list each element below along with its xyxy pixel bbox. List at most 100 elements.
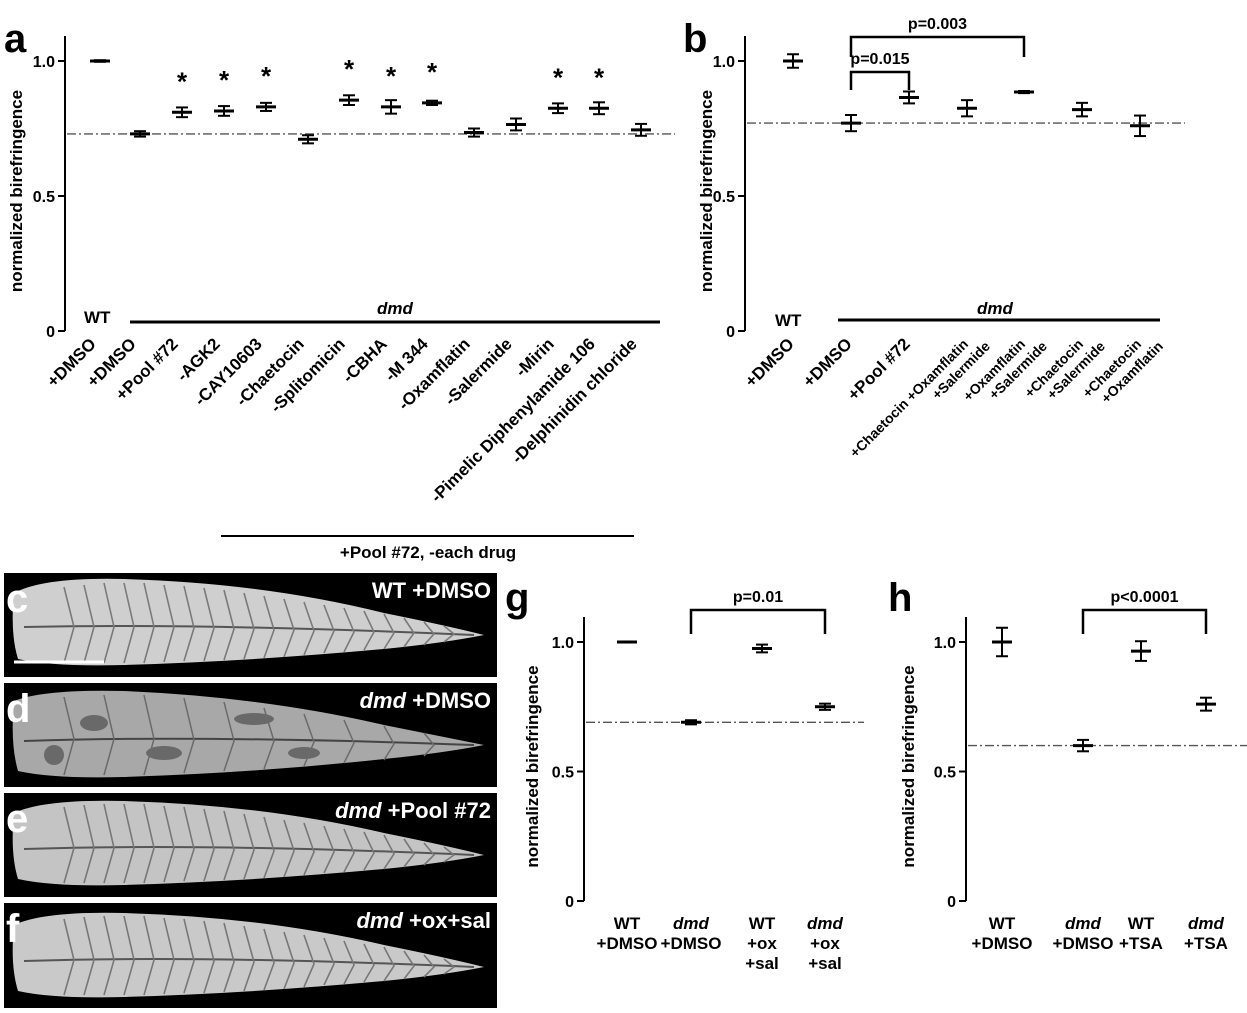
y-tick-label-a-0: 0 xyxy=(46,324,55,341)
category-label-line-g-1-0: dmd xyxy=(673,914,710,933)
y-tick-label-h-2: 1.0 xyxy=(934,635,956,652)
p-value-label-h-0: p<0.0001 xyxy=(1110,589,1178,606)
y-tick-label-b-1: 0.5 xyxy=(713,189,735,206)
category-label-line-h-1-0: dmd xyxy=(1065,914,1102,933)
image-e-treatment: +Pool #72 xyxy=(382,798,491,823)
larva-image-f xyxy=(12,912,485,998)
category-label-b-1: +DMSO xyxy=(799,334,856,391)
category-label-h-3: dmd +TSA xyxy=(1184,914,1228,953)
category-label-line-g-3-0: dmd xyxy=(807,914,844,933)
larva-image-e xyxy=(12,800,485,886)
image-f-genotype: dmd xyxy=(356,908,403,933)
category-label-g-2: WT +ox +sal xyxy=(745,914,779,973)
category-label-line-h-2-1: +TSA xyxy=(1119,934,1163,953)
panel-letter-d: d xyxy=(6,687,30,731)
image-d-genotype: dmd xyxy=(360,688,407,713)
significance-star-a-8: * xyxy=(427,57,438,87)
panel-letter-g: g xyxy=(505,576,529,620)
image-panel-f: f dmd +ox+sal xyxy=(4,903,497,1008)
category-label-line-h-1-1: +DMSO xyxy=(1053,934,1114,953)
category-label-b-0: +DMSO xyxy=(741,334,798,391)
chart-b: 0 0.5 1.0 normalized birefringence p=0.015 p=… xyxy=(697,16,1185,461)
image-e-label: dmd +Pool #72 xyxy=(335,798,491,823)
p-bracket-b-1 xyxy=(849,35,1026,57)
category-label-b-4: +Oxamflatin+Salermide xyxy=(960,326,1050,416)
y-tick-label-a-2: 1.0 xyxy=(33,54,55,71)
image-e-genotype: dmd xyxy=(335,798,382,823)
significance-star-a-3: * xyxy=(219,65,230,95)
category-label-line-b-1-0: +DMSO xyxy=(799,334,856,391)
significance-star-a-11: * xyxy=(553,62,564,92)
category-label-line-h-3-1: +TSA xyxy=(1184,934,1228,953)
category-label-g-1: dmd +DMSO xyxy=(661,914,722,953)
y-tick-label-g-1: 0.5 xyxy=(552,765,574,782)
image-f-treatment: +ox+sal xyxy=(403,908,491,933)
y-axis-label-a: normalized birefringence xyxy=(7,90,26,292)
image-panel-c: c WT +DMSO xyxy=(4,573,497,677)
category-label-h-2: WT +TSA xyxy=(1119,914,1163,953)
category-label-line-h-0-1: +DMSO xyxy=(972,934,1033,953)
category-label-g-3: dmd +ox +sal xyxy=(807,914,844,973)
panel-b-wt-label: WT xyxy=(775,311,802,330)
category-label-line-g-0-1: +DMSO xyxy=(597,934,658,953)
panel-b-dmd-label: dmd xyxy=(977,299,1014,318)
panel-letter-b: b xyxy=(683,17,707,61)
category-label-line-h-3-0: dmd xyxy=(1188,914,1225,933)
significance-star-a-12: * xyxy=(594,62,605,92)
image-c-treatment: WT +DMSO xyxy=(372,578,491,603)
y-tick-label-g-0: 0 xyxy=(565,894,574,911)
panel-letter-f: f xyxy=(6,907,20,951)
y-tick-label-b-2: 1.0 xyxy=(713,54,735,71)
p-bracket-b-0 xyxy=(849,70,911,90)
category-label-line-g-3-1: +ox xyxy=(810,934,840,953)
significance-star-a-4: * xyxy=(261,61,272,91)
image-c-label: WT +DMSO xyxy=(372,578,491,603)
y-axis-label-g: normalized birefringence xyxy=(523,665,542,867)
significance-star-a-7: * xyxy=(386,61,397,91)
larva-image-c xyxy=(12,578,485,666)
p-bracket-g-0 xyxy=(689,608,827,634)
image-panel-e: e dmd +Pool #72 xyxy=(4,793,497,897)
significance-star-a-2: * xyxy=(177,66,188,96)
p-bracket-h-0 xyxy=(1081,608,1208,634)
image-panel-d: d dmd +DMSO xyxy=(4,683,497,787)
p-value-label-b-0: p=0.015 xyxy=(850,51,909,68)
category-label-line-g-0-0: WT xyxy=(614,914,641,933)
category-label-line-b-3-0: +Chaetocin +Oxamflatin xyxy=(846,336,971,461)
category-label-line-g-2-2: +sal xyxy=(745,954,779,973)
image-d-treatment: +DMSO xyxy=(406,688,491,713)
y-tick-label-b-0: 0 xyxy=(726,324,735,341)
category-label-b-5: +Chaetocin+Salermide xyxy=(1021,326,1108,413)
panel-a-bottom-group-label: +Pool #72, -each drug xyxy=(340,543,516,562)
category-label-h-1: dmd +DMSO xyxy=(1053,914,1114,953)
y-tick-label-g-2: 1.0 xyxy=(552,635,574,652)
category-label-h-0: WT +DMSO xyxy=(972,914,1033,953)
category-label-a-7: -CBHA xyxy=(339,334,391,386)
panel-a-dmd-label: dmd xyxy=(377,299,414,318)
category-label-line-b-0-0: +DMSO xyxy=(741,334,798,391)
category-label-g-0: WT +DMSO xyxy=(597,914,658,953)
p-value-label-b-1: p=0.003 xyxy=(908,16,967,33)
category-label-line-g-2-1: +ox xyxy=(747,934,777,953)
category-label-line-h-0-0: WT xyxy=(989,914,1016,933)
y-tick-label-h-1: 0.5 xyxy=(934,765,956,782)
category-label-b-6: +Chaetocin+Oxamflatin xyxy=(1079,326,1166,413)
category-label-line-g-3-2: +sal xyxy=(808,954,842,973)
image-f-label: dmd +ox+sal xyxy=(356,908,491,933)
category-label-line-h-2-0: WT xyxy=(1128,914,1155,933)
significance-star-a-6: * xyxy=(344,54,355,84)
chart-h: 0 0.5 1.0 normalized birefringence p<0.0001 W… xyxy=(899,589,1247,953)
panel-letter-e: e xyxy=(6,797,28,841)
panel-a-wt-label: WT xyxy=(84,308,111,327)
category-label-line-g-2-0: WT xyxy=(749,914,776,933)
panel-letter-h: h xyxy=(888,576,912,620)
y-axis-label-b: normalized birefringence xyxy=(697,90,716,292)
panel-letter-c: c xyxy=(6,577,28,621)
y-tick-label-a-1: 0.5 xyxy=(33,189,55,206)
category-label-line-g-1-1: +DMSO xyxy=(661,934,722,953)
y-axis-label-h: normalized birefringence xyxy=(899,665,918,867)
image-d-label: dmd +DMSO xyxy=(360,688,491,713)
